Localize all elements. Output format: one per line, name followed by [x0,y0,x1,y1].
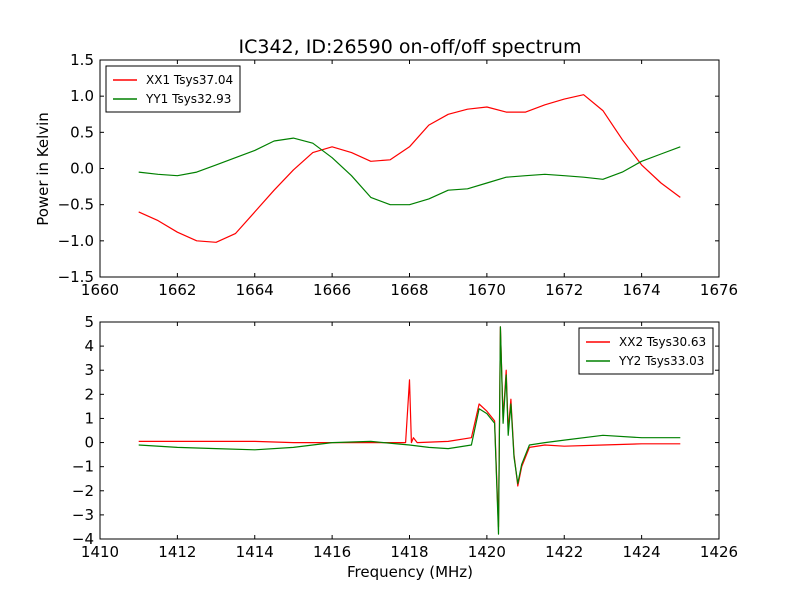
y-axis-label: Power in Kelvin [34,112,52,226]
legend-label: YY2 Tsys33.03 [618,354,704,368]
y-tick-label: 5 [84,313,94,331]
x-tick-label: 1662 [158,281,196,299]
x-axis-label: Frequency (MHz) [347,563,473,581]
x-tick-label: 1666 [313,281,351,299]
series-layer [138,94,681,243]
x-tick-label: 1672 [545,281,583,299]
legend-label: YY1 Tsys32.93 [145,92,231,106]
bottom-panel: Frequency (MHz) 1410 1412 1414 1416 1418 1420… [72,313,738,581]
y-tick-label: −2 [72,482,94,500]
y-tick-label: −4 [72,530,94,548]
axis-ticks: 1660 1662 1664 1666 1668 1670 1672 1674 1676 1.5 1… [58,51,739,299]
x-tick-label: 1410 [81,543,119,561]
legend: XX2 Tsys30.63 YY2 Tsys33.03 [578,327,714,375]
y-tick-label: 0 [84,434,94,452]
x-tick-label: 1424 [623,543,661,561]
x-tick-label: 1422 [545,543,583,561]
chart-title: IC342, ID:26590 on-off/off spectrum [239,36,582,58]
legend-label: XX1 Tsys37.04 [146,73,233,87]
x-tick-label: 1676 [700,281,738,299]
x-tick-label: 1660 [81,281,119,299]
y-tick-label: 4 [84,337,94,355]
y-tick-label: 1.0 [70,87,94,105]
x-tick-label: 1674 [623,281,661,299]
y-tick-label: 0.0 [70,160,94,178]
series-line-0 [138,94,681,243]
y-tick-label: −1.5 [58,268,94,286]
x-tick-label: 1670 [468,281,506,299]
legend-box [105,65,241,113]
x-tick-label: 1420 [468,543,506,561]
y-tick-label: −0.5 [58,196,94,214]
top-panel: IC342, ID:26590 on-off/off spectrum Powe… [34,36,738,299]
x-tick-label: 1426 [700,543,738,561]
y-tick-label: 3 [84,361,94,379]
x-tick-label: 1668 [390,281,428,299]
legend-label: XX2 Tsys30.63 [619,335,706,349]
x-tick-label: 1416 [313,543,351,561]
x-tick-label: 1664 [236,281,274,299]
y-tick-label: 1.5 [70,51,94,69]
x-tick-label: 1414 [236,543,274,561]
y-tick-label: 2 [84,385,94,403]
x-tick-label: 1412 [158,543,196,561]
plot-frame [99,59,720,278]
y-tick-label: 0.5 [70,123,94,141]
y-tick-label: 1 [84,409,94,427]
series-line-1 [138,137,681,206]
legend-box [578,327,714,375]
y-tick-label: −1.0 [58,232,94,250]
series-layer [138,326,681,535]
legend: XX1 Tsys37.04 YY1 Tsys32.93 [105,65,241,113]
x-tick-label: 1418 [390,543,428,561]
series-line-1 [138,326,681,535]
y-tick-label: −1 [72,458,94,476]
y-tick-label: −3 [72,506,94,524]
plot-frame [99,321,720,540]
